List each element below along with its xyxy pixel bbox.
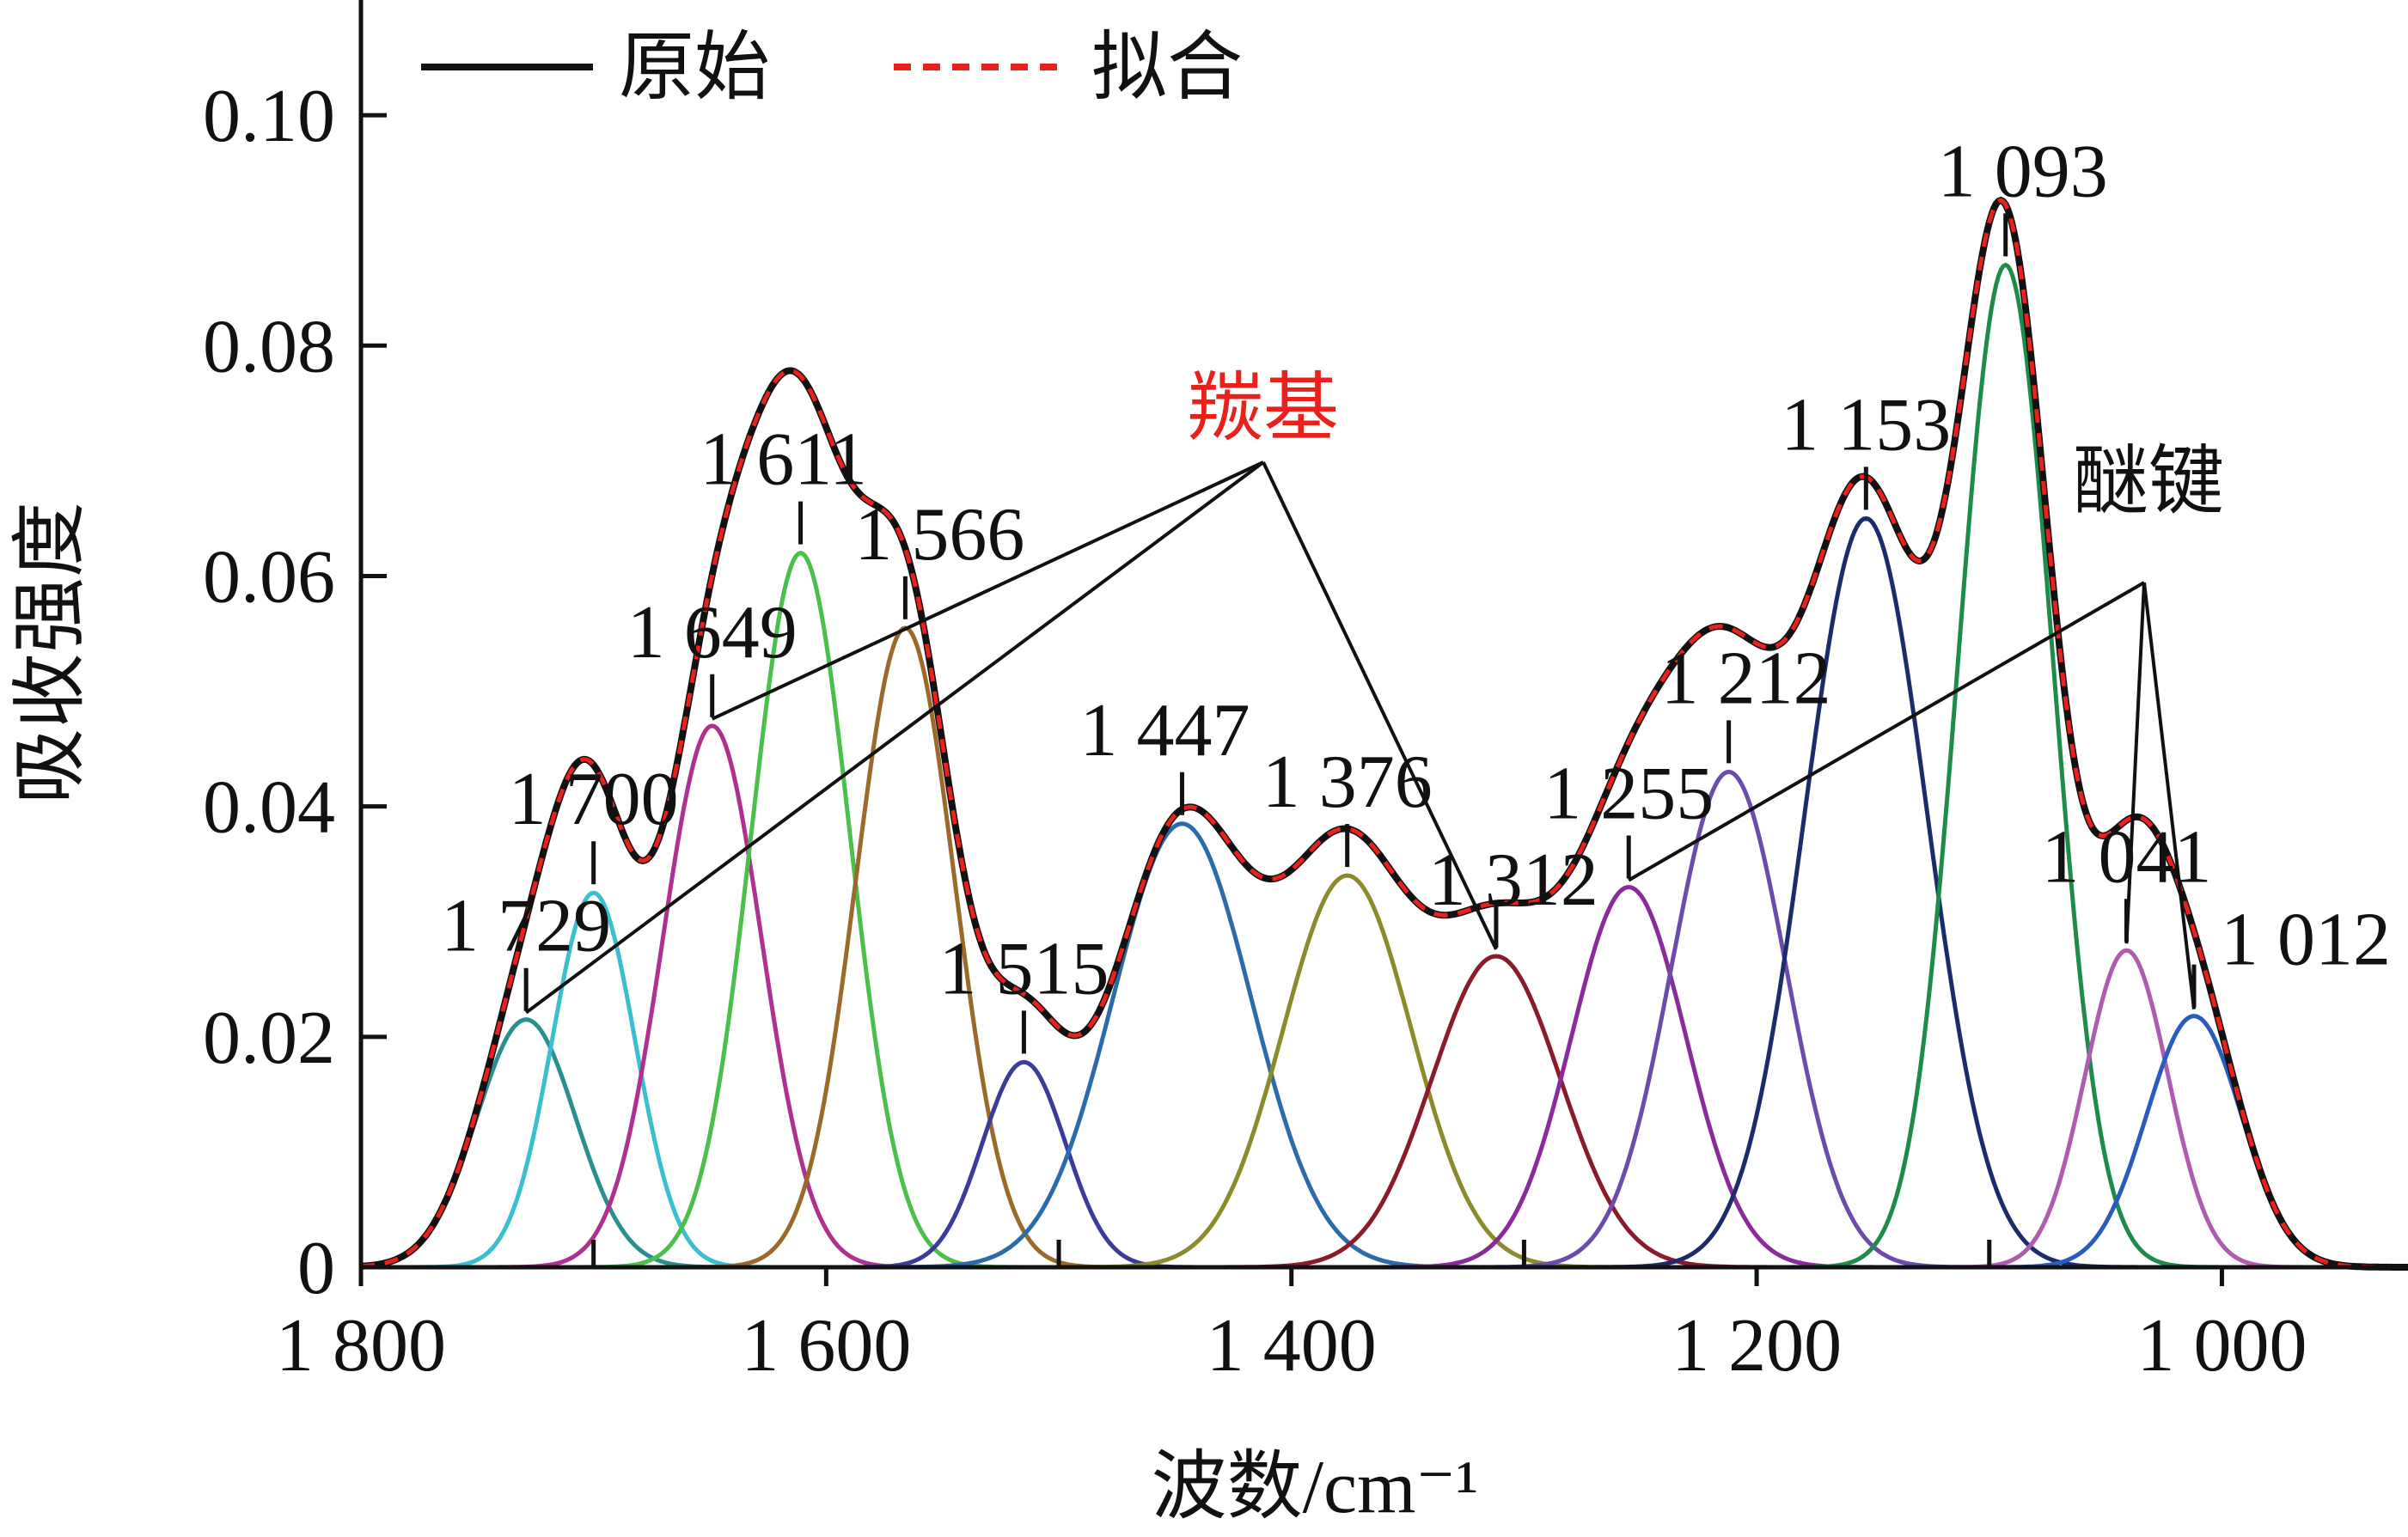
x-tick-label: 1 400 [1207, 1304, 1377, 1388]
spectrum-curves-layer [360, 196, 2408, 1271]
y-tick-label: 0.08 [203, 305, 335, 388]
fitted-peak-1515 [361, 1059, 2408, 1270]
annotation-leader-line [1628, 581, 2146, 882]
fitted-peak-1255 [361, 884, 2408, 1270]
annotation-label-ether: 醚键 [2073, 441, 2224, 524]
fitted-peak-1566 [361, 625, 2408, 1270]
legend-label-original: 原始 [619, 27, 770, 110]
fitted-peak-1041 [361, 948, 2408, 1270]
x-tick-label: 1 000 [2136, 1304, 2307, 1388]
y-axis-title: 吸收强度 [9, 502, 93, 804]
peak-label-1611: 1 611 [700, 418, 867, 502]
annotation-label-carbonyl: 羰基 [1188, 368, 1339, 451]
peak-label-1729: 1 729 [441, 885, 611, 968]
peak-label-1376: 1 376 [1262, 741, 1433, 824]
y-tick-label: 0.04 [203, 766, 335, 850]
y-tick-label: 0.10 [203, 75, 335, 158]
peak-label-1255: 1 255 [1543, 753, 1714, 836]
fitted-peak-1700 [361, 890, 2408, 1270]
peak-label-1153: 1 153 [1781, 383, 1951, 467]
annotation-leader-line [1262, 461, 1498, 950]
axes: 1 800 1 600 1 400 1 200 1 000 0 0.02 0.04 0.06 0.… [203, 0, 2408, 1388]
peak-label-1700: 1 700 [509, 758, 679, 841]
peak-label-1566: 1 566 [854, 493, 1024, 576]
legend: 原始 拟合 [421, 27, 1243, 110]
peak-label-1093: 1 093 [1938, 130, 2108, 213]
y-tick-label: 0 [297, 1227, 335, 1310]
peak-label-1447: 1 447 [1080, 689, 1250, 772]
y-tick-label: 0.06 [203, 535, 335, 619]
annotation-leader-line [524, 460, 1265, 1015]
fitted-peak-1376 [361, 873, 2408, 1270]
peak-label-1649: 1 649 [627, 591, 798, 674]
y-tick-label: 0.02 [203, 997, 335, 1080]
x-axis-title: 波数/cm⁻¹ [1152, 1446, 1479, 1529]
series-original-line [360, 196, 2408, 1271]
peak-label-1012: 1 012 [2221, 899, 2391, 982]
x-tick-label: 1 200 [1672, 1304, 1842, 1388]
annotation-leader-line [2142, 582, 2196, 1009]
x-tick-label: 1 800 [276, 1304, 446, 1388]
x-tick-label: 1 600 [741, 1304, 911, 1388]
annotation-leader-line [711, 460, 1264, 721]
peak-label-1041: 1 041 [2041, 815, 2211, 899]
peak-label-1212: 1 212 [1661, 637, 1831, 720]
annotation-leader-line [2124, 582, 2146, 944]
peak-label-1312: 1 312 [1428, 839, 1598, 922]
series-fit-line [360, 198, 2408, 1270]
legend-label-fit: 拟合 [1091, 27, 1243, 110]
peak-label-1515: 1 515 [938, 927, 1109, 1010]
